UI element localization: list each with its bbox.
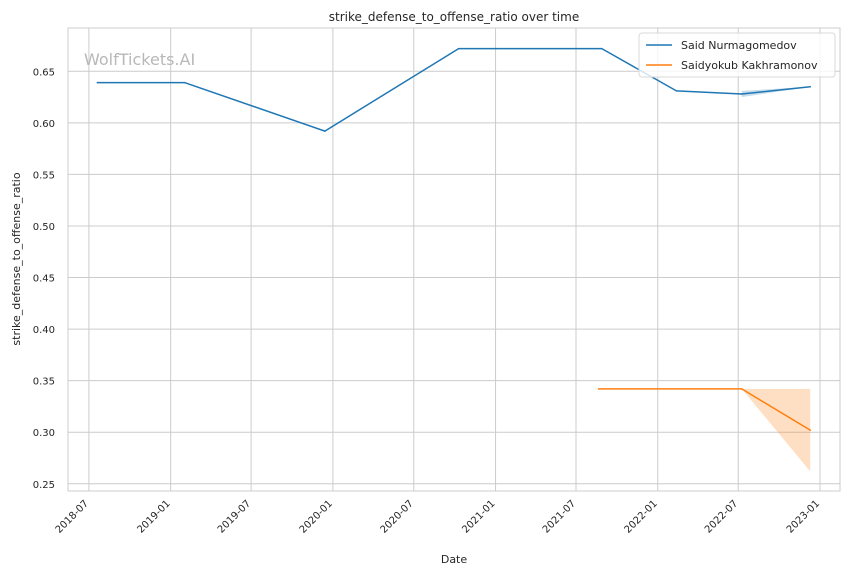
watermark: WolfTickets.AI bbox=[84, 50, 195, 69]
series-lines bbox=[96, 47, 812, 431]
chart-title: strike_defense_to_offense_ratio over tim… bbox=[329, 10, 579, 24]
series-line-said-nurmagomedov bbox=[97, 47, 811, 132]
grid-lines bbox=[68, 28, 840, 491]
data-point-said-nurmagomedov bbox=[600, 47, 603, 50]
y-tick-label: 0.40 bbox=[33, 325, 55, 336]
y-tick-label: 0.50 bbox=[33, 222, 55, 233]
confidence-band-said-nurmagomedov bbox=[741, 86, 811, 98]
data-point-saidyokub-kakhramonov bbox=[809, 429, 812, 431]
data-point-said-nurmagomedov bbox=[809, 85, 812, 88]
data-point-said-nurmagomedov bbox=[457, 47, 460, 50]
y-tick-label: 0.45 bbox=[33, 274, 55, 285]
y-tick-label: 0.30 bbox=[33, 428, 55, 439]
legend: Said Nurmagomedov Saidyokub Kakhramonov bbox=[638, 32, 836, 78]
data-point-said-nurmagomedov bbox=[740, 93, 743, 95]
data-point-said-nurmagomedov bbox=[96, 81, 99, 84]
legend-box bbox=[638, 32, 836, 78]
y-tick-label: 0.25 bbox=[33, 480, 55, 491]
data-point-saidyokub-kakhramonov bbox=[597, 388, 600, 390]
plot-frame bbox=[67, 27, 841, 492]
y-axis-label: strike_defense_to_offense_ratio bbox=[10, 172, 23, 345]
legend-label-saidyokub-kakhramonov: Saidyokub Kakhramonov bbox=[681, 59, 818, 72]
data-point-said-nurmagomedov bbox=[324, 130, 326, 132]
y-tick-label: 0.35 bbox=[33, 377, 55, 388]
y-tick-label: 0.60 bbox=[33, 119, 55, 130]
y-tick-label: 0.65 bbox=[33, 67, 55, 78]
confidence-band-saidyokub-kakhramonov bbox=[741, 388, 811, 472]
data-point-said-nurmagomedov bbox=[675, 90, 678, 92]
legend-label-said-nurmagomedov: Said Nurmagomedov bbox=[681, 39, 797, 52]
y-tick-label: 0.55 bbox=[33, 170, 55, 181]
confidence-bands bbox=[741, 86, 811, 472]
data-point-saidyokub-kakhramonov bbox=[740, 388, 743, 390]
y-axis-ticks: 0.25 0.30 0.35 0.40 0.45 0.50 0.55 0.60 0.65 bbox=[33, 67, 55, 490]
x-axis-label: Date bbox=[441, 553, 468, 566]
data-point-said-nurmagomedov bbox=[184, 81, 186, 84]
